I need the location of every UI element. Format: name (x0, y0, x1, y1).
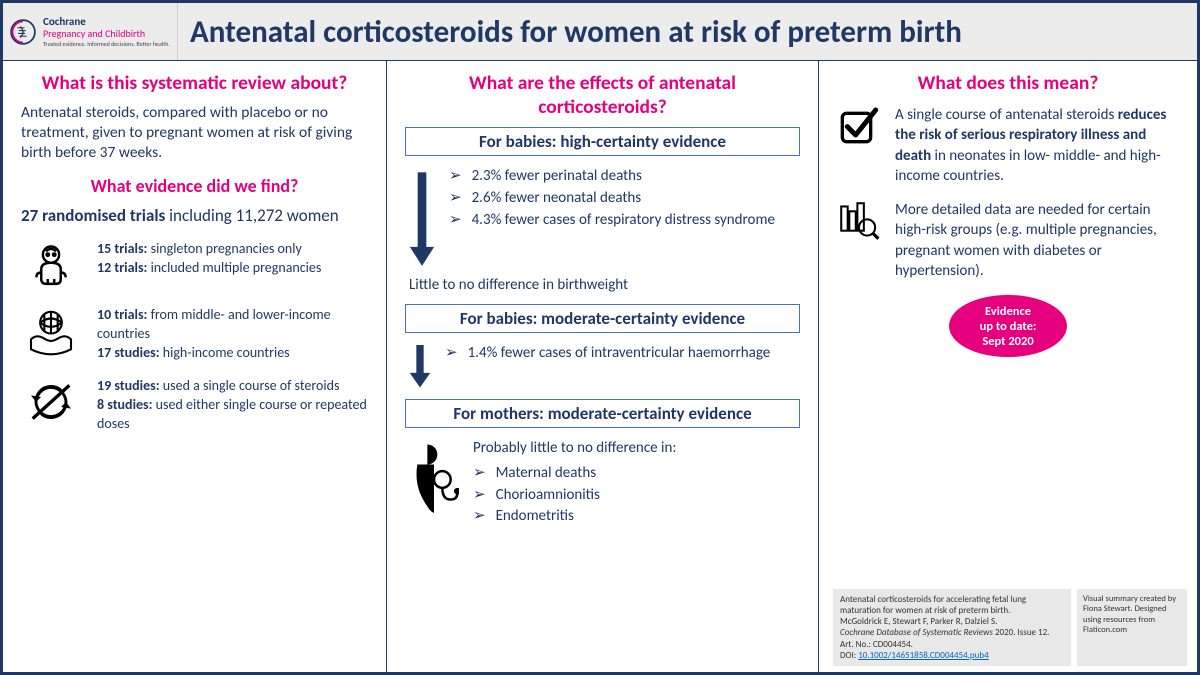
heading-effects: What are the effects of antenatal cortic… (405, 71, 800, 119)
heading-meaning: What does this mean? (837, 71, 1179, 95)
page-title: Antenatal corticosteroids for women at r… (178, 13, 1197, 51)
column-meaning: What does this mean? A single course of … (819, 61, 1197, 672)
meaning-row-1: A single course of antenatal steroids re… (837, 105, 1179, 186)
meaning-text-1: A single course of antenatal steroids re… (895, 105, 1179, 186)
cochrane-logo: Cochrane Pregnancy and Childbirth Truste… (3, 3, 178, 60)
down-arrow-icon (409, 170, 435, 270)
pregnant-stethoscope-icon (409, 438, 459, 516)
effects-block-3: Probably little to no difference in: ➢Ma… (409, 438, 796, 528)
heading-about: What is this systematic review about? (21, 71, 368, 95)
box-babies-moderate: For babies: moderate-certainty evidence (405, 304, 800, 333)
birthweight-note: Little to no difference in birthweight (409, 276, 800, 294)
logo-name: Cochrane (43, 16, 170, 28)
hands-globe-icon (24, 306, 78, 356)
meaning-row-2: More detailed data are needed for certai… (837, 200, 1179, 281)
baby-icon (25, 240, 77, 292)
evidence-date-badge: Evidence up to date: Sept 2020 (949, 295, 1067, 357)
data-search-icon (838, 200, 880, 242)
citation-box: Antenatal corticosteroids for accelerati… (833, 589, 1071, 667)
column-effects: What are the effects of antenatal cortic… (387, 61, 819, 672)
logo-sub: Pregnancy and Childbirth (43, 28, 170, 39)
evidence-row-text: 15 trials: singleton pregnancies only 12… (97, 240, 368, 278)
content-columns: What is this systematic review about? An… (3, 61, 1197, 672)
credit-box: Visual summary created by Fiona Stewart.… (1077, 589, 1187, 667)
effects-block-2: ➢1.4% fewer cases of intraventricular ha… (409, 343, 796, 389)
evidence-row-countries: 10 trials: from middle- and lower-income… (21, 306, 368, 363)
evidence-row-text: 19 studies: used a single course of ster… (97, 377, 368, 434)
evidence-row-text: 10 trials: from middle- and lower-income… (97, 306, 368, 363)
box-mothers-moderate: For mothers: moderate-certainty evidence (405, 399, 800, 428)
down-arrow-icon (409, 345, 431, 389)
title-bar: Cochrane Pregnancy and Childbirth Truste… (3, 3, 1197, 61)
heading-evidence: What evidence did we find? (21, 175, 368, 197)
column-about: What is this systematic review about? An… (3, 61, 387, 672)
no-repeat-icon (24, 377, 78, 427)
about-text: Antenatal steroids, compared with placeb… (21, 103, 368, 163)
evidence-row-pregnancies: 15 trials: singleton pregnancies only 12… (21, 240, 368, 292)
meaning-text-2: More detailed data are needed for certai… (895, 200, 1179, 281)
evidence-row-doses: 19 studies: used a single course of ster… (21, 377, 368, 434)
effects-block-1: ➢2.3% fewer perinatal deaths ➢2.6% fewer… (409, 166, 796, 270)
cochrane-logo-icon (9, 18, 37, 46)
logo-tagline: Trusted evidence. Informed decisions. Be… (43, 41, 170, 48)
box-babies-high: For babies: high-certainty evidence (405, 127, 800, 156)
checkbox-icon (839, 105, 879, 145)
footer-citations: Antenatal corticosteroids for accelerati… (833, 589, 1187, 667)
doi-link[interactable]: 10.1002/14651858.CD004454.pub4 (858, 650, 988, 661)
trials-summary: 27 randomised trials including 11,272 wo… (21, 205, 368, 226)
